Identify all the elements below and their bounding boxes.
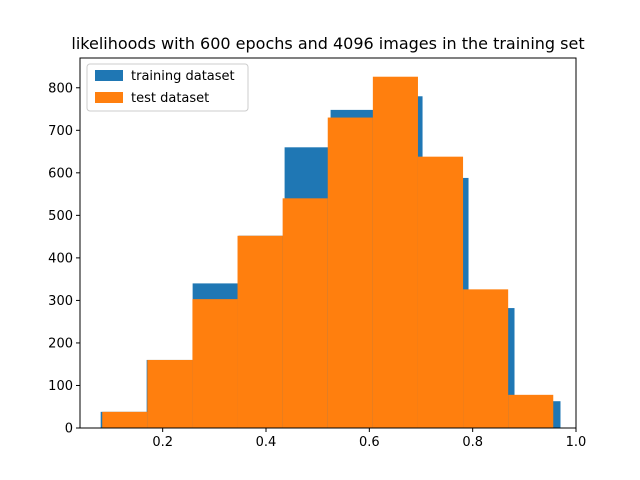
histogram-bar-test-7 (417, 156, 464, 429)
y-tick-label: 800 (48, 81, 73, 96)
histogram-bar-test-6 (372, 76, 418, 429)
histogram-bar-test-1 (147, 359, 193, 428)
y-tick-label: 600 (48, 166, 73, 181)
histogram-bar-test-9 (508, 394, 554, 428)
histogram-bar-test-4 (282, 198, 328, 428)
y-tick-label: 400 (48, 251, 73, 266)
legend-box (86, 63, 249, 112)
histogram-bar-test-5 (327, 117, 373, 428)
legend-label-test: test dataset (131, 91, 209, 106)
histogram-bar-test-2 (192, 299, 238, 428)
legend-label-training: training dataset (131, 69, 235, 84)
histogram-bar-test-3 (237, 235, 283, 428)
x-tick-label: 0.6 (359, 435, 380, 450)
y-tick-label: 700 (48, 124, 73, 139)
x-tick-label: 0.8 (462, 435, 483, 450)
y-tick-label: 300 (48, 294, 73, 309)
chart-title: likelihoods with 600 epochs and 4096 ima… (71, 34, 584, 53)
y-tick-label: 0 (65, 422, 73, 437)
legend: training dataset test dataset (86, 63, 249, 112)
x-tick-label: 1.0 (566, 435, 587, 450)
legend-swatch-test (95, 92, 123, 103)
x-tick-label: 0.2 (152, 435, 173, 450)
y-axis: 0 100 200 300 400 500 600 700 800 (48, 81, 80, 437)
y-tick-label: 500 (48, 209, 73, 224)
y-tick-label: 200 (48, 336, 73, 351)
histogram-bar-test-0 (102, 411, 148, 428)
axes-frame (79, 57, 577, 429)
x-axis: 0.2 0.4 0.6 0.8 1.0 (152, 428, 586, 450)
histogram-bar-test-8 (463, 289, 509, 428)
y-tick-label: 100 (48, 379, 73, 394)
x-tick-label: 0.4 (256, 435, 277, 450)
legend-swatch-training (95, 70, 123, 81)
bars-layer (100, 76, 561, 429)
